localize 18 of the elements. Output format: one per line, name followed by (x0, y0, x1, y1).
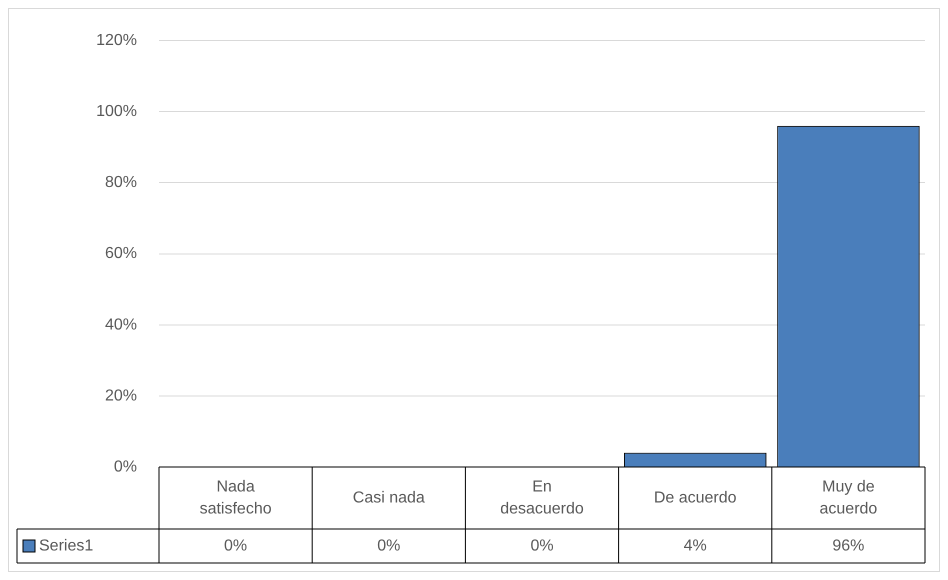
data-label: 96% (832, 537, 864, 554)
data-label: 0% (530, 537, 554, 554)
x-tick-label: Casi nada (352, 489, 425, 506)
x-tick-label: Nada satisfecho (200, 478, 272, 518)
y-tick-label: 60% (104, 245, 137, 262)
y-tick-label: 20% (104, 387, 137, 404)
y-tick-label: 80% (104, 174, 137, 192)
data-label: 0% (224, 537, 248, 554)
data-label: 4% (684, 537, 707, 554)
y-tick-label: 40% (104, 316, 137, 334)
x-tick-label: En desacuerdo (500, 478, 584, 518)
y-tick-label: 120% (96, 32, 137, 50)
legend-label: Series1 (39, 537, 94, 554)
x-tick-label: Muy de acuerdo (819, 478, 878, 518)
x-tick-label: De acuerdo (654, 489, 737, 506)
y-tick-label: 100% (96, 103, 137, 120)
y-tick-label: 0% (114, 458, 137, 476)
data-label: 0% (377, 537, 400, 554)
